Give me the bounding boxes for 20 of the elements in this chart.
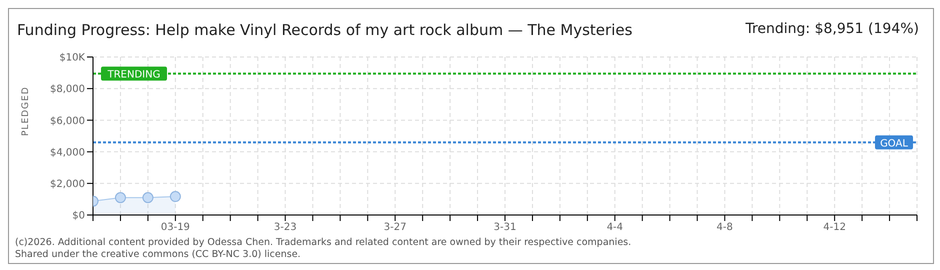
- y-tick-label: $2,000: [50, 178, 85, 190]
- text: Shared under the creative commons (CC BY-NC 3.0) license.: [15, 249, 301, 260]
- ref-line-label: TRENDING: [106, 70, 160, 81]
- y-tick-label: $8,000: [50, 84, 85, 96]
- x-tick-label: 3-23: [274, 222, 297, 234]
- y-tick-label: $4,000: [50, 147, 85, 158]
- chart-subtitle: Trending: $8,951 (194%): [745, 21, 919, 37]
- y-tick-label: $6,000: [50, 116, 85, 127]
- x-tick-label: 3-31: [494, 222, 516, 234]
- x-tick-label: 4-4: [606, 222, 624, 234]
- y-axis-title: PLEDGED: [21, 86, 32, 136]
- y-tick-label: $10K: [59, 52, 86, 64]
- x-tick-label: 4-12: [823, 222, 846, 234]
- x-tick-label: 4-8: [716, 222, 733, 234]
- x-tick-label: 3-27: [384, 222, 406, 234]
- y-tick-label: $0: [72, 210, 85, 222]
- text: (c)2026. Additional content provided by Odessa Chen. Trademarks and related content are owned by their respective companies.: [15, 237, 632, 248]
- ref-line-label: GOAL: [880, 138, 908, 150]
- x-tick-label: 03-19: [160, 222, 190, 234]
- chart-title: Funding Progress: Help make Vinyl Records of my art rock album — The Mysteries: [17, 21, 632, 39]
